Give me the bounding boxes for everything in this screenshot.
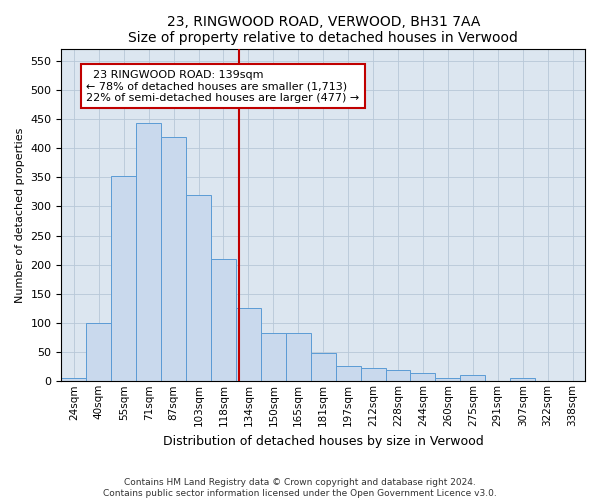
Bar xyxy=(236,308,261,382)
Bar xyxy=(186,195,211,382)
Bar xyxy=(61,378,86,382)
Bar xyxy=(136,123,161,382)
Title: 23, RINGWOOD ROAD, VERWOOD, BH31 7AA
Size of property relative to detached house: 23, RINGWOOD ROAD, VERWOOD, BH31 7AA Siz… xyxy=(128,15,518,45)
Bar xyxy=(436,378,460,382)
Bar xyxy=(111,176,136,382)
Y-axis label: Number of detached properties: Number of detached properties xyxy=(15,128,25,303)
Bar xyxy=(261,333,286,382)
Bar xyxy=(211,259,236,382)
Bar xyxy=(335,366,361,382)
Bar xyxy=(311,354,335,382)
Bar xyxy=(535,380,560,382)
Bar xyxy=(361,368,386,382)
Bar xyxy=(510,378,535,382)
Bar xyxy=(460,376,485,382)
Bar xyxy=(386,370,410,382)
X-axis label: Distribution of detached houses by size in Verwood: Distribution of detached houses by size … xyxy=(163,434,484,448)
Bar xyxy=(286,333,311,382)
Text: Contains HM Land Registry data © Crown copyright and database right 2024.
Contai: Contains HM Land Registry data © Crown c… xyxy=(103,478,497,498)
Text: 23 RINGWOOD ROAD: 139sqm
← 78% of detached houses are smaller (1,713)
22% of sem: 23 RINGWOOD ROAD: 139sqm ← 78% of detach… xyxy=(86,70,359,102)
Bar xyxy=(86,323,111,382)
Bar xyxy=(161,136,186,382)
Bar xyxy=(410,372,436,382)
